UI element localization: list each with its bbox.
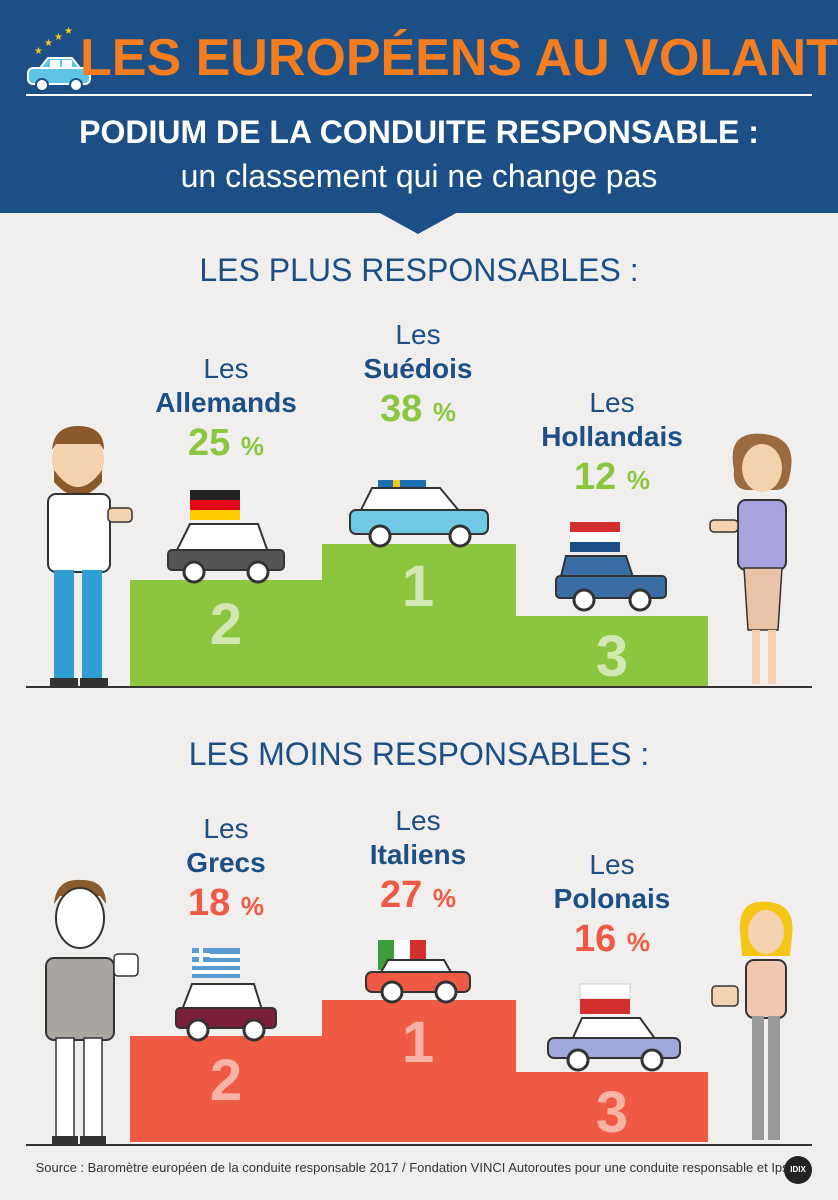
man-thumbs-up-icon <box>47 426 133 686</box>
label-percentage: 38 % <box>318 386 518 435</box>
rank-2: 2 <box>210 592 242 657</box>
percentage-unit: % <box>240 431 264 461</box>
percentage-unit: % <box>626 927 650 957</box>
percentage-unit: % <box>432 397 456 427</box>
polish-car-icon <box>547 983 681 1072</box>
header-banner <box>0 0 838 213</box>
percentage-value: 12 <box>574 456 617 498</box>
label-nationality: Allemands <box>155 387 297 418</box>
subtitle-bold: PODIUM DE LA CONDUITE RESPONSABLE : <box>79 114 759 150</box>
svg-text:★: ★ <box>64 26 73 37</box>
label-nationality: Suédois <box>363 353 473 384</box>
rank-3: 3 <box>596 624 628 689</box>
percentage-unit: % <box>240 891 264 921</box>
rank-1: 1 <box>402 1010 434 1075</box>
swedish-car-icon <box>349 480 489 548</box>
label-percentage: 12 % <box>512 454 712 503</box>
label-italiens: Les Italiens 27 % <box>318 804 518 921</box>
subtitle: un classement qui ne change pas <box>180 158 658 194</box>
label-suedois: Les Suédois 38 % <box>318 318 518 435</box>
idix-logo: IDIX <box>784 1156 812 1184</box>
label-nationality: Hollandais <box>541 421 683 452</box>
label-allemands: Les Allemands 25 % <box>126 352 326 469</box>
label-hollandais: Les Hollandais 12 % <box>512 386 712 503</box>
least-responsible-heading: LES MOINS RESPONSABLES : <box>188 736 650 772</box>
rank-2: 2 <box>210 1048 242 1113</box>
dutch-car-icon <box>555 522 667 612</box>
label-percentage: 27 % <box>318 872 518 921</box>
label-polonais: Les Polonais 16 % <box>512 848 712 965</box>
label-prefix: Les <box>589 849 635 880</box>
page-title: LES EUROPÉENS AU VOLANT <box>80 29 838 87</box>
blue-car-logo-icon: ★ ★ ★ ★ <box>27 26 91 92</box>
man-thumbs-down-icon <box>45 879 139 1144</box>
percentage-value: 27 <box>380 874 423 916</box>
percentage-value: 18 <box>188 882 231 924</box>
label-prefix: Les <box>395 805 441 836</box>
label-percentage: 16 % <box>512 916 712 965</box>
greek-car-icon <box>175 948 277 1042</box>
svg-text:★: ★ <box>44 38 53 49</box>
rank-3: 3 <box>596 1080 628 1145</box>
most-responsible-heading: LES PLUS RESPONSABLES : <box>199 252 639 288</box>
svg-text:★: ★ <box>34 46 43 57</box>
percentage-value: 16 <box>574 918 617 960</box>
header-arrow <box>378 212 458 234</box>
label-grecs: Les Grecs 18 % <box>126 812 326 929</box>
source-note: Source : Baromètre européen de la condui… <box>35 1160 803 1175</box>
percentage-value: 38 <box>380 388 423 430</box>
label-percentage: 18 % <box>126 880 326 929</box>
italian-car-icon <box>365 940 471 1004</box>
label-percentage: 25 % <box>126 420 326 469</box>
ground-line <box>26 686 812 688</box>
ground-line <box>26 1144 812 1146</box>
label-prefix: Les <box>395 319 441 350</box>
label-nationality: Polonais <box>553 883 671 914</box>
svg-text:★: ★ <box>54 32 63 43</box>
percentage-unit: % <box>626 465 650 495</box>
title-divider <box>26 94 812 96</box>
percentage-unit: % <box>432 883 456 913</box>
green-podium: 2 1 3 <box>130 480 708 689</box>
woman-thumbs-down-icon <box>711 901 793 1140</box>
red-podium: 2 1 3 <box>130 940 708 1145</box>
label-prefix: Les <box>203 813 249 844</box>
label-nationality: Grecs <box>186 847 266 878</box>
percentage-value: 25 <box>188 422 231 464</box>
label-prefix: Les <box>203 353 249 384</box>
label-prefix: Les <box>589 387 635 418</box>
rank-1: 1 <box>402 554 434 619</box>
woman-thumbs-up-icon <box>709 433 792 684</box>
label-nationality: Italiens <box>369 839 467 870</box>
german-car-icon <box>167 490 285 584</box>
